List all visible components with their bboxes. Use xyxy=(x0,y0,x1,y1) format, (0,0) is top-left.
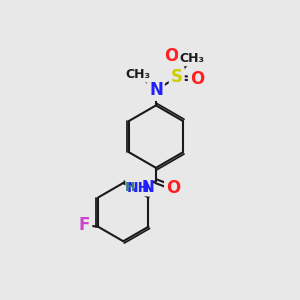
Text: NH: NH xyxy=(127,181,150,195)
Text: F: F xyxy=(79,216,90,234)
Text: N: N xyxy=(142,180,154,195)
Text: CH₃: CH₃ xyxy=(125,68,150,81)
Text: O: O xyxy=(190,70,204,88)
Text: O: O xyxy=(164,47,178,65)
Text: N: N xyxy=(149,81,163,99)
Text: CH₃: CH₃ xyxy=(180,52,205,65)
Text: O: O xyxy=(166,179,180,197)
Text: S: S xyxy=(171,68,183,86)
Text: H: H xyxy=(124,181,135,194)
